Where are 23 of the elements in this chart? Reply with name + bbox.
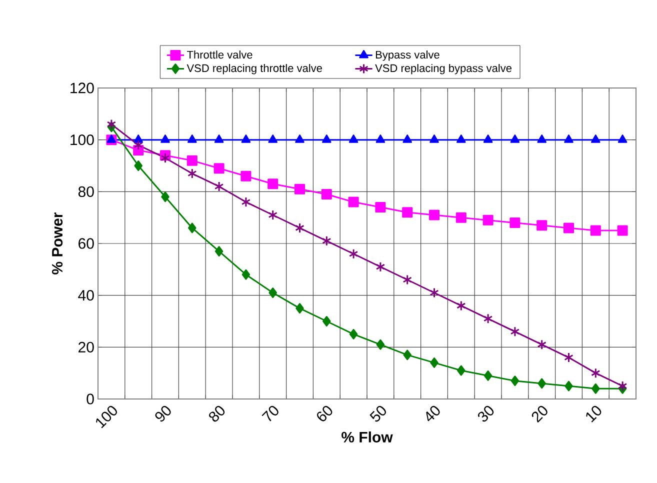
y-tick-label: 60 — [78, 238, 94, 249]
legend-label: Throttle valve — [187, 50, 252, 59]
x-tick-label: 90 — [155, 406, 171, 422]
legend-label: VSD replacing throttle valve — [186, 64, 322, 74]
x-tick-label: 70 — [262, 406, 278, 422]
y-tick-label: 100 — [70, 134, 94, 146]
y-tick-label: 0 — [86, 394, 94, 404]
x-tick-label: 20 — [532, 406, 548, 423]
x-tick-label: 50 — [370, 406, 386, 422]
x-tick-label: 80 — [209, 406, 225, 422]
x-tick-label: 30 — [478, 406, 494, 422]
y-tick-label: 40 — [78, 290, 94, 301]
x-tick-label: 60 — [317, 406, 332, 422]
legend-label: Bypass valve — [376, 50, 440, 61]
y-tick-label: 120 — [70, 82, 94, 94]
y-tick-label: 80 — [78, 186, 94, 197]
y-axis-title: % Power — [52, 212, 63, 274]
x-tick-label: 40 — [426, 406, 440, 422]
y-tick-label: 20 — [78, 342, 94, 352]
x-tick-label: 10 — [586, 406, 602, 422]
x-axis-title: % Flow — [342, 431, 393, 442]
legend-label: VSD replacing bypass valve — [375, 64, 512, 74]
x-tick-label: 100 — [96, 406, 117, 428]
